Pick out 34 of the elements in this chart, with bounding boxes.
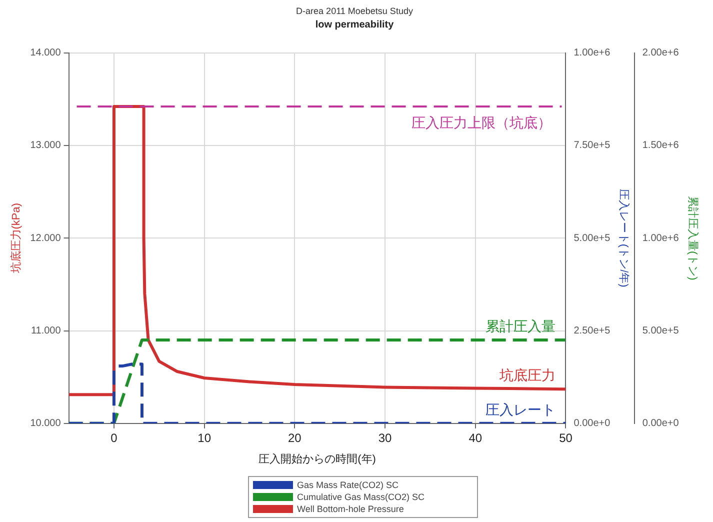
x-tick-label: 20 — [288, 430, 302, 445]
y-tick-label: 13.000 — [30, 140, 62, 152]
y-tick-label: 12.000 — [30, 232, 62, 244]
chart-subtitle: low permeability — [315, 20, 394, 31]
x-tick-label: 30 — [378, 430, 392, 445]
legend-label: Cumulative Gas Mass(CO2) SC — [297, 491, 425, 503]
y3-tick-label: 1.00e+6 — [642, 232, 680, 244]
y2-tick-label: 1.00e+6 — [574, 48, 611, 59]
annotation: 累計圧入量 — [486, 318, 556, 334]
y-tick-label: 14.000 — [30, 48, 62, 59]
y3-tick-label: 1.50e+6 — [642, 140, 680, 152]
y-axis-title: 坑底圧力(kPa) — [10, 202, 23, 274]
y-tick-label: 10.000 — [30, 418, 62, 430]
y3-tick-label: 5.00e+5 — [642, 326, 680, 336]
y2-tick-label: 2.50e+5 — [574, 326, 611, 336]
legend-label: Well Bottom-hole Pressure — [297, 503, 404, 515]
y3-axis-title: 累計圧入量(トン) — [686, 196, 700, 280]
chart-title: D-area 2011 Moebetsu Study — [296, 6, 414, 16]
y2-tick-label: 0.00e+0 — [574, 418, 611, 430]
x-tick-label: 0 — [110, 430, 118, 445]
annotation: 圧入レート — [486, 401, 556, 418]
y3-tick-label: 0.00e+0 — [642, 418, 680, 430]
x-tick-label: 10 — [198, 430, 212, 445]
x-axis-title: 圧入開始からの時間(年) — [258, 452, 376, 466]
y2-tick-label: 7.50e+5 — [574, 140, 611, 152]
y3-tick-label: 2.00e+6 — [642, 48, 680, 59]
y2-tick-label: 5.00e+5 — [574, 232, 611, 244]
legend-label: Gas Mass Rate(CO2) SC — [297, 479, 399, 491]
y2-axis-title: 圧入レート(トン/年) — [618, 188, 631, 288]
x-tick-label: 40 — [468, 430, 482, 445]
annotation: 坑底圧力 — [498, 366, 556, 383]
x-tick-label: 50 — [559, 430, 573, 445]
ref-line-label: 圧入圧力上限（坑底） — [412, 114, 552, 130]
y-tick-label: 11.000 — [30, 326, 62, 336]
